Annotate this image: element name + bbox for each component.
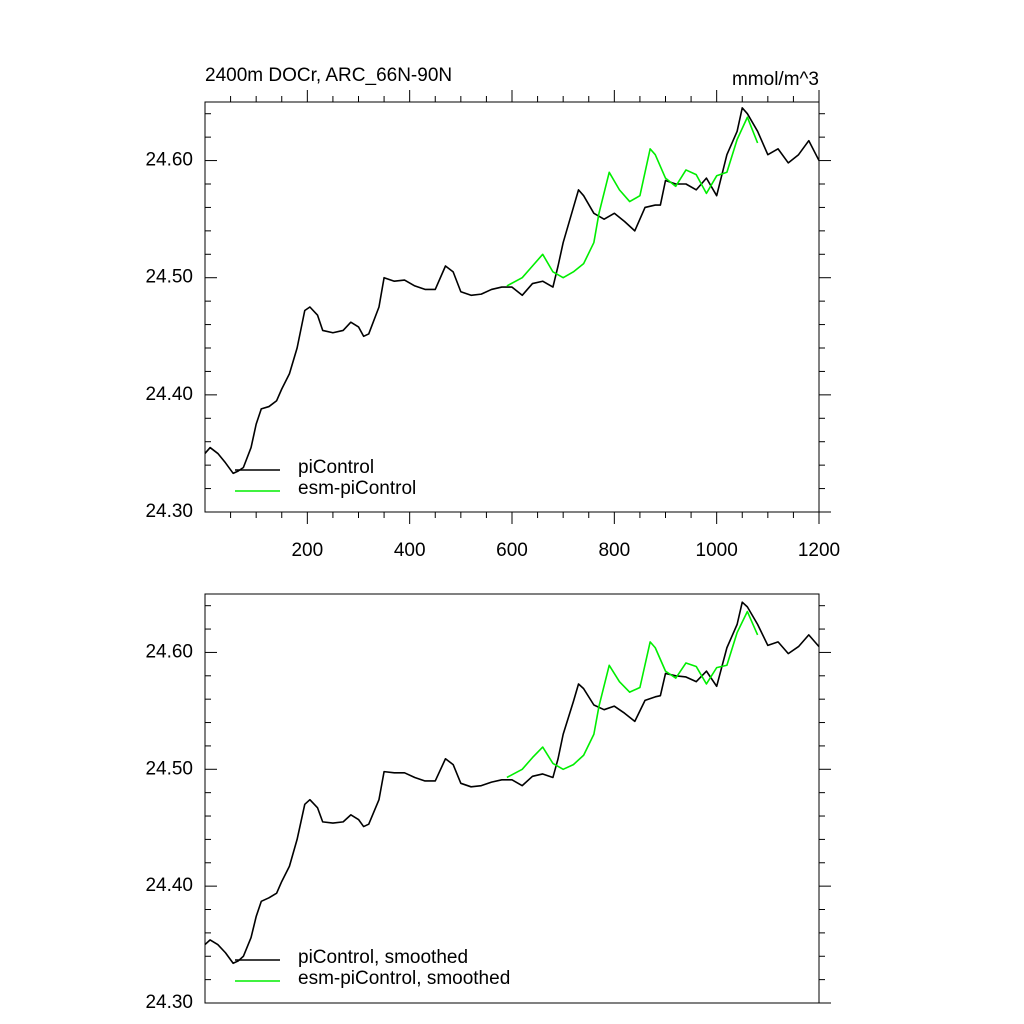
y-tick-label: 24.30 xyxy=(145,501,193,522)
series-line xyxy=(506,610,759,779)
y-tick-label: 24.30 xyxy=(145,992,193,1013)
x-tick-label: 200 xyxy=(291,540,323,561)
y-tick-label: 24.40 xyxy=(145,384,193,405)
legend-label: esm-piControl xyxy=(298,478,416,499)
plot-frame xyxy=(204,593,820,1004)
series-line xyxy=(204,107,820,475)
y-tick-label: 24.50 xyxy=(145,758,193,779)
y-tick-label: 24.50 xyxy=(145,267,193,288)
legend-label: piControl, smoothed xyxy=(298,947,468,968)
y-tick-label: 24.60 xyxy=(145,641,193,662)
x-tick-label: 800 xyxy=(598,540,630,561)
y-tick-label: 24.40 xyxy=(145,875,193,896)
x-tick-label: 1000 xyxy=(696,540,738,561)
x-tick-label: 1200 xyxy=(798,540,840,561)
x-tick-label: 400 xyxy=(394,540,426,561)
chart-title: 2400m DOCr, ARC_66N-90N xyxy=(205,65,452,86)
legend-label: piControl xyxy=(298,457,374,478)
series-line xyxy=(204,601,820,965)
y-tick-label: 24.60 xyxy=(145,150,193,171)
legend-label: esm-piControl, smoothed xyxy=(298,968,510,989)
series-line xyxy=(506,116,759,287)
units-label: mmol/m^3 xyxy=(732,69,819,90)
x-tick-label: 600 xyxy=(496,540,528,561)
plot-frame xyxy=(204,101,820,513)
